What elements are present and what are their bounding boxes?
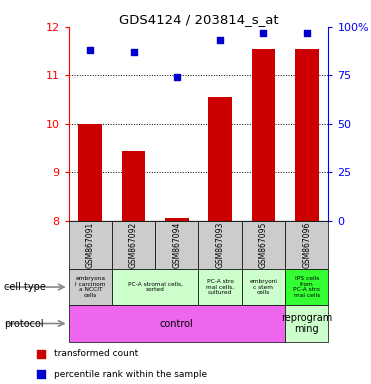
Text: percentile rank within the sample: percentile rank within the sample (55, 369, 207, 379)
Bar (122, 151, 145, 221)
Text: GSM867096: GSM867096 (302, 222, 311, 268)
Bar (252, 49, 275, 221)
Text: cell type: cell type (4, 282, 46, 292)
Text: reprogram
ming: reprogram ming (281, 313, 332, 334)
Point (304, 30, 310, 36)
Text: GSM867093: GSM867093 (216, 222, 224, 268)
Point (38, 351, 44, 357)
Bar (285, 269, 328, 305)
Point (174, 74, 180, 80)
Bar (295, 49, 319, 221)
Bar (155, 221, 198, 269)
Title: GDS4124 / 203814_s_at: GDS4124 / 203814_s_at (119, 13, 278, 26)
Text: protocol: protocol (4, 318, 43, 329)
Text: transformed count: transformed count (55, 349, 139, 358)
Bar (242, 269, 285, 305)
Bar (165, 218, 189, 221)
Text: GSM867095: GSM867095 (259, 222, 268, 268)
Text: GSM867094: GSM867094 (173, 222, 181, 268)
Text: PC-A stro
mal cells,
cultured: PC-A stro mal cells, cultured (206, 279, 234, 295)
Bar (69, 269, 112, 305)
Bar (198, 221, 242, 269)
Bar (208, 97, 232, 221)
Text: GSM867092: GSM867092 (129, 222, 138, 268)
Text: GSM867091: GSM867091 (86, 222, 95, 268)
Text: control: control (160, 318, 194, 329)
Point (217, 37, 223, 43)
Bar (69, 305, 285, 342)
Bar (198, 269, 242, 305)
Point (38, 371, 44, 377)
Bar (285, 305, 328, 342)
Text: IPS cells
from
PC-A stro
mal cells: IPS cells from PC-A stro mal cells (293, 276, 320, 298)
Point (131, 49, 137, 55)
Bar (69, 221, 112, 269)
Bar (112, 269, 198, 305)
Bar (112, 221, 155, 269)
Point (87, 47, 93, 53)
Text: embryoni
c stem
cells: embryoni c stem cells (249, 279, 278, 295)
Bar (78, 124, 102, 221)
Bar (285, 221, 328, 269)
Text: PC-A stromal cells,
sorted: PC-A stromal cells, sorted (128, 282, 183, 292)
Point (260, 30, 266, 36)
Bar (242, 221, 285, 269)
Text: embryona
l carcinom
a NCCIT
cells: embryona l carcinom a NCCIT cells (75, 276, 105, 298)
